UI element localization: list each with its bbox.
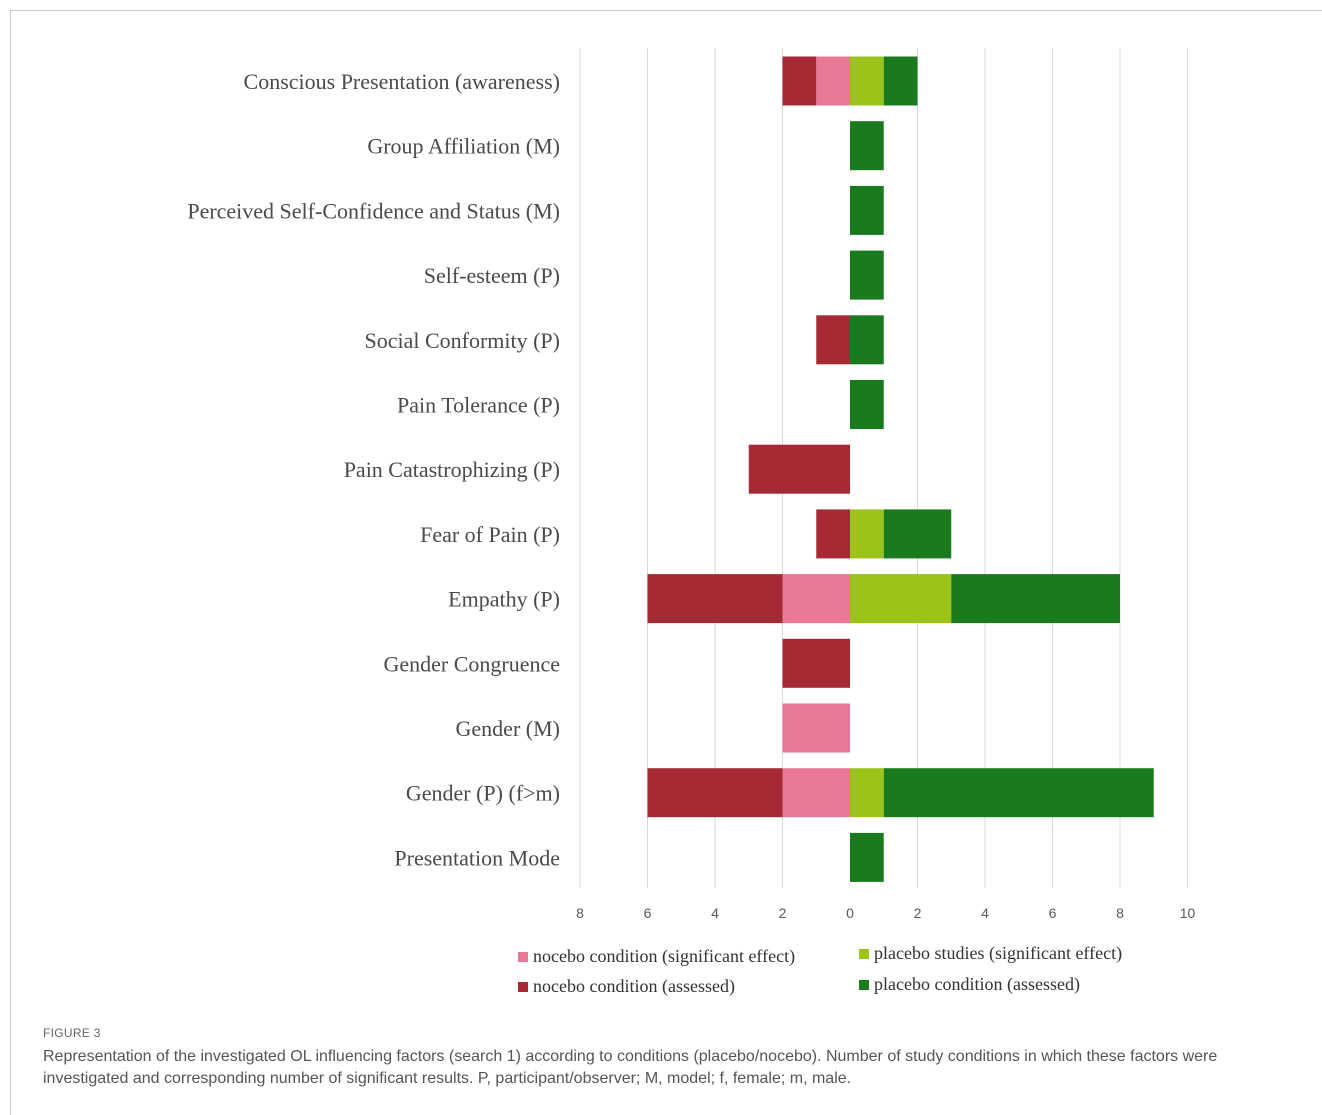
legend-label: nocebo condition (significant effect) — [533, 946, 795, 967]
bars — [647, 56, 1154, 882]
figure-frame — [10, 10, 1322, 1115]
bar — [816, 315, 850, 365]
bar — [951, 574, 1120, 624]
x-tick-label: 2 — [779, 905, 787, 921]
category-label: Pain Tolerance (P) — [397, 393, 560, 418]
bar — [816, 56, 850, 106]
figure-label: FIGURE 3 — [43, 1026, 101, 1040]
category-label: Self-esteem (P) — [424, 263, 560, 288]
legend-label: placebo condition (assessed) — [874, 974, 1080, 995]
category-label: Fear of Pain (P) — [420, 522, 560, 547]
bar — [850, 380, 884, 429]
bar — [647, 574, 783, 624]
bar — [850, 768, 884, 818]
stacked-bar-chart: Conscious Presentation (awareness) Group … — [187, 48, 1195, 997]
bar — [850, 315, 884, 365]
category-label: Pain Catastrophizing (P) — [344, 457, 560, 482]
category-label: Gender (P) (f>m) — [406, 781, 560, 806]
bar — [883, 56, 918, 106]
bar — [850, 832, 884, 882]
bar — [782, 56, 817, 106]
x-tick-label: 10 — [1180, 905, 1196, 921]
category-label: Social Conformity (P) — [364, 328, 560, 353]
x-tick-label: 2 — [914, 905, 922, 921]
figure-caption: FIGURE 3 Representation of the investiga… — [43, 1026, 1293, 1090]
bar — [883, 768, 1154, 818]
bar — [850, 574, 952, 624]
bar — [748, 444, 850, 494]
category-labels: Conscious Presentation (awareness) Group … — [187, 69, 560, 870]
x-tick-label: 8 — [576, 905, 584, 921]
x-tick-labels: 8 6 4 2 0 2 4 6 8 10 — [576, 905, 1195, 921]
x-tick-label: 0 — [846, 905, 854, 921]
x-tick-label: 4 — [981, 905, 989, 921]
legend-label: nocebo condition (assessed) — [533, 976, 735, 997]
bar — [816, 509, 850, 559]
legend-swatch — [859, 949, 869, 959]
bar — [782, 574, 850, 624]
category-label: Group Affiliation (M) — [367, 134, 560, 159]
legend-label: placebo studies (significant effect) — [874, 943, 1122, 964]
caption-text: Representation of the investigated OL in… — [43, 1048, 1218, 1087]
category-label: Empathy (P) — [448, 587, 560, 612]
legend: nocebo condition (significant effect) noc… — [518, 943, 1122, 997]
bar — [782, 703, 850, 753]
legend-swatch — [518, 982, 528, 992]
x-tick-label: 6 — [1049, 905, 1057, 921]
category-label: Perceived Self-Confidence and Status (M) — [187, 198, 560, 223]
bar — [782, 638, 850, 688]
bar — [850, 121, 884, 171]
legend-swatch — [518, 952, 528, 962]
bar — [850, 509, 884, 559]
legend-swatch — [859, 980, 869, 990]
bar — [647, 768, 783, 818]
bar — [883, 509, 952, 559]
category-label: Presentation Mode — [394, 845, 560, 870]
x-tick-label: 4 — [711, 905, 719, 921]
bar — [782, 768, 850, 818]
grid-lines — [579, 48, 1188, 888]
bar — [850, 250, 884, 300]
category-label: Gender (M) — [456, 716, 560, 741]
x-tick-label: 8 — [1116, 905, 1124, 921]
category-label: Gender Congruence — [383, 651, 560, 676]
x-tick-label: 6 — [644, 905, 652, 921]
category-label: Conscious Presentation (awareness) — [244, 69, 560, 94]
bar — [850, 185, 884, 235]
bar — [850, 56, 884, 106]
